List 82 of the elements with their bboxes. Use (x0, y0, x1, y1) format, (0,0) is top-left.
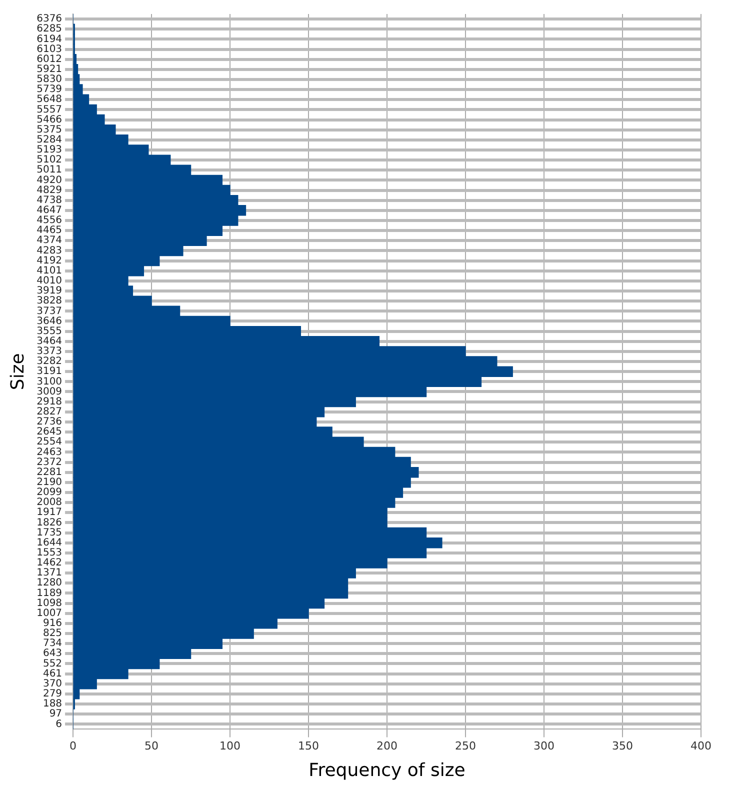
y-tick-label: 279 (42, 688, 62, 700)
y-tick-label: 2281 (36, 466, 62, 478)
x-tick-label: 350 (612, 740, 634, 753)
y-tick-label: 2736 (36, 416, 62, 428)
y-tick-label: 5284 (36, 134, 62, 146)
y-tick-label: 5921 (36, 64, 62, 75)
y-tick-label: 3828 (36, 296, 62, 307)
y-tick-label: 4829 (36, 184, 62, 196)
y-tick-label: 3555 (36, 326, 62, 337)
y-tick-label: 188 (42, 698, 62, 710)
x-axis-title: Frequency of size (308, 760, 466, 781)
y-tick-label: 2554 (36, 436, 62, 448)
y-tick-label: 5830 (36, 74, 62, 86)
x-tick-label: 250 (455, 740, 476, 753)
y-tick-label: 4920 (36, 174, 62, 186)
y-tick-label: 2372 (36, 456, 62, 468)
y-tick-label: 5011 (36, 164, 62, 176)
y-tick-label: 916 (42, 618, 62, 630)
y-tick-label: 643 (42, 648, 62, 660)
y-tick-label: 6 (56, 718, 62, 730)
y-tick-label: 4283 (36, 245, 62, 256)
y-tick-label: 6103 (36, 44, 62, 55)
y-tick-label: 2463 (36, 446, 62, 458)
x-tick-label: 0 (70, 740, 77, 753)
y-tick-label: 4010 (36, 276, 62, 287)
x-tick-label: 150 (298, 740, 320, 753)
x-tick-label: 400 (690, 740, 712, 753)
y-tick-label: 6376 (36, 14, 62, 25)
y-tick-label: 3191 (36, 366, 62, 378)
y-tick-label: 1917 (36, 507, 62, 518)
y-tick-label: 2099 (36, 487, 62, 498)
y-tick-label: 1371 (36, 568, 62, 579)
y-tick-label: 5193 (36, 144, 62, 156)
y-tick-label: 4465 (36, 225, 62, 236)
y-tick-label: 2190 (36, 477, 62, 488)
x-tick-label: 100 (220, 740, 241, 753)
y-tick-label: 5648 (36, 94, 62, 106)
y-tick-label: 734 (42, 638, 62, 650)
y-tick-label: 3373 (36, 346, 62, 358)
y-tick-label: 3009 (36, 386, 62, 398)
y-tick-label: 5375 (36, 124, 62, 136)
y-tick-label: 6012 (36, 54, 62, 65)
y-tick-label: 5102 (36, 154, 62, 166)
y-tick-label: 6194 (36, 34, 62, 45)
y-tick-label: 1098 (36, 598, 62, 609)
y-tick-label: 5466 (36, 114, 62, 126)
y-tick-label: 4192 (36, 255, 62, 266)
y-tick-label: 2645 (36, 426, 62, 438)
y-tick-label: 1735 (36, 527, 62, 538)
x-tick-label: 200 (376, 740, 398, 753)
y-tick-label: 825 (42, 628, 62, 640)
y-tick-label: 2008 (36, 497, 62, 508)
x-tick-label: 300 (534, 740, 555, 753)
y-tick-label: 4738 (36, 194, 62, 206)
y-tick-label: 461 (42, 668, 62, 680)
y-tick-label: 97 (49, 708, 62, 720)
y-tick-label: 5739 (36, 84, 62, 96)
y-tick-label: 552 (42, 658, 62, 670)
y-tick-label: 1644 (36, 537, 62, 548)
y-tick-label: 3282 (36, 356, 62, 368)
y-tick-label: 5557 (36, 104, 62, 116)
y-tick-label: 3646 (36, 316, 62, 327)
y-tick-label: 2827 (36, 406, 62, 418)
y-tick-label: 4647 (36, 205, 62, 216)
y-tick-label: 3919 (36, 286, 62, 297)
y-axis-title: Size (7, 353, 28, 390)
y-tick-label: 2918 (36, 396, 62, 408)
y-tick-label: 3100 (36, 376, 62, 388)
y-tick-label: 1189 (36, 588, 62, 599)
y-tick-label: 6285 (36, 24, 62, 35)
y-tick-label: 4101 (36, 265, 62, 276)
y-tick-label: 4556 (36, 215, 62, 226)
y-tick-label: 3464 (36, 336, 62, 347)
y-tick-label: 1462 (36, 558, 62, 569)
y-tick-label: 1826 (36, 517, 62, 528)
y-tick-label: 1553 (36, 548, 62, 559)
y-tick-label: 370 (42, 678, 62, 690)
y-tick-label: 3737 (36, 306, 62, 317)
y-tick-label: 1007 (36, 608, 62, 619)
x-tick-label: 50 (144, 740, 159, 753)
y-tick-label: 4374 (36, 235, 62, 246)
y-tick-label: 1280 (36, 578, 62, 589)
